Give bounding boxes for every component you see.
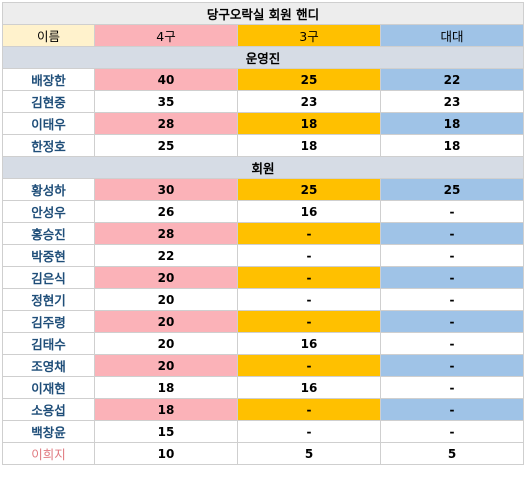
- table-row: 소용섭 18- -: [2, 398, 525, 421]
- handicap-daedae[interactable]: 18: [379, 134, 525, 157]
- handicap-3gu[interactable]: -: [237, 222, 381, 245]
- table-row: 조영채 20- -: [2, 354, 525, 377]
- handicap-4gu[interactable]: 15: [94, 420, 238, 443]
- handicap-daedae[interactable]: -: [379, 420, 525, 443]
- handicap-4gu[interactable]: 18: [94, 376, 238, 399]
- handicap-daedae[interactable]: -: [379, 376, 525, 399]
- handicap-3gu[interactable]: -: [237, 420, 381, 443]
- member-name[interactable]: 안성우: [2, 200, 95, 223]
- table-row: 김은식 20- -: [2, 266, 525, 289]
- handicap-3gu[interactable]: 16: [237, 200, 381, 223]
- handicap-3gu[interactable]: 16: [237, 376, 381, 399]
- handicap-3gu[interactable]: -: [237, 266, 381, 289]
- handicap-4gu[interactable]: 18: [94, 398, 238, 421]
- table-row: 이태우 28 18 18: [2, 112, 525, 135]
- member-name[interactable]: 박중현: [2, 244, 95, 267]
- handicap-4gu[interactable]: 30: [94, 178, 238, 201]
- member-name[interactable]: 홍승진: [2, 222, 95, 245]
- member-name[interactable]: 조영채: [2, 354, 95, 377]
- header-daedae[interactable]: 대대: [379, 24, 525, 47]
- handicap-daedae[interactable]: 18: [379, 112, 525, 135]
- handicap-3gu[interactable]: -: [237, 288, 381, 311]
- handicap-3gu[interactable]: 16: [237, 332, 381, 355]
- member-name[interactable]: 소용섭: [2, 398, 95, 421]
- handicap-daedae[interactable]: 23: [379, 90, 525, 113]
- handicap-4gu[interactable]: 20: [94, 332, 238, 355]
- handicap-3gu[interactable]: 18: [237, 134, 381, 157]
- handicap-daedae[interactable]: -: [379, 332, 525, 355]
- handicap-daedae[interactable]: -: [379, 310, 525, 333]
- member-name[interactable]: 정현기: [2, 288, 95, 311]
- handicap-daedae[interactable]: -: [379, 200, 525, 223]
- handicap-daedae[interactable]: -: [379, 222, 525, 245]
- member-name[interactable]: 김은식: [2, 266, 95, 289]
- handicap-3gu[interactable]: -: [237, 310, 381, 333]
- member-name[interactable]: 이희지: [2, 442, 95, 465]
- handicap-daedae[interactable]: 5: [379, 442, 525, 465]
- handicap-3gu[interactable]: 25: [237, 68, 381, 91]
- table-row: 황성하 30 25 25: [2, 178, 525, 201]
- section-row: 운영진: [1, 46, 525, 69]
- handicap-table: 당구오락실 회원 핸디 이름 4구 3구 대대 운영진 배장한 40 25 22 김현중 3…: [1, 2, 525, 465]
- table-row: 박중현 22- -: [2, 244, 525, 267]
- handicap-4gu[interactable]: 28: [94, 222, 238, 245]
- handicap-4gu[interactable]: 28: [94, 112, 238, 135]
- table-row: 안성우 26 16-: [2, 200, 525, 223]
- handicap-3gu[interactable]: 25: [237, 178, 381, 201]
- table-row: 배장한 40 25 22: [2, 68, 525, 91]
- handicap-4gu[interactable]: 10: [94, 442, 238, 465]
- table-row: 이희지 10 5 5: [2, 442, 525, 465]
- handicap-4gu[interactable]: 22: [94, 244, 238, 267]
- handicap-4gu[interactable]: 20: [94, 310, 238, 333]
- handicap-4gu[interactable]: 20: [94, 266, 238, 289]
- header-4gu[interactable]: 4구: [94, 24, 238, 47]
- handicap-daedae[interactable]: -: [379, 288, 525, 311]
- member-name[interactable]: 김태수: [2, 332, 95, 355]
- section-label[interactable]: 회원: [1, 156, 525, 179]
- table-row: 김주령 20- -: [2, 310, 525, 333]
- section-label[interactable]: 운영진: [1, 46, 525, 69]
- sheet-title[interactable]: 당구오락실 회원 핸디: [1, 2, 525, 25]
- member-name[interactable]: 김현중: [2, 90, 95, 113]
- header-name[interactable]: 이름: [2, 24, 95, 47]
- handicap-daedae[interactable]: -: [379, 398, 525, 421]
- title-row: 당구오락실 회원 핸디: [1, 2, 525, 25]
- member-name[interactable]: 김주령: [2, 310, 95, 333]
- member-name[interactable]: 백창윤: [2, 420, 95, 443]
- table-body: 당구오락실 회원 핸디 이름 4구 3구 대대 운영진 배장한 40 25 22 김현중 3…: [1, 2, 525, 465]
- section-row: 회원: [1, 156, 525, 179]
- handicap-daedae[interactable]: -: [379, 354, 525, 377]
- member-name[interactable]: 한정호: [2, 134, 95, 157]
- handicap-3gu[interactable]: -: [237, 244, 381, 267]
- table-row: 김현중 35 23 23: [2, 90, 525, 113]
- header-3gu[interactable]: 3구: [237, 24, 381, 47]
- handicap-3gu[interactable]: 18: [237, 112, 381, 135]
- member-name[interactable]: 황성하: [2, 178, 95, 201]
- table-row: 한정호 25 18 18: [2, 134, 525, 157]
- table-row: 홍승진 28- -: [2, 222, 525, 245]
- member-name[interactable]: 이태우: [2, 112, 95, 135]
- handicap-sheet: 당구오락실 회원 핸디 이름 4구 3구 대대 운영진 배장한 40 25 22 김현중 3…: [1, 2, 525, 465]
- handicap-3gu[interactable]: -: [237, 398, 381, 421]
- table-row: 정현기 20- -: [2, 288, 525, 311]
- handicap-daedae[interactable]: 25: [379, 178, 525, 201]
- header-row: 이름 4구 3구 대대: [2, 24, 525, 47]
- handicap-3gu[interactable]: -: [237, 354, 381, 377]
- handicap-4gu[interactable]: 35: [94, 90, 238, 113]
- member-name[interactable]: 배장한: [2, 68, 95, 91]
- handicap-4gu[interactable]: 40: [94, 68, 238, 91]
- handicap-daedae[interactable]: -: [379, 244, 525, 267]
- handicap-daedae[interactable]: -: [379, 266, 525, 289]
- table-row: 이재현 18 16-: [2, 376, 525, 399]
- member-name[interactable]: 이재현: [2, 376, 95, 399]
- table-row: 김태수 20 16-: [2, 332, 525, 355]
- handicap-daedae[interactable]: 22: [379, 68, 525, 91]
- table-row: 백창윤 15- -: [2, 420, 525, 443]
- handicap-3gu[interactable]: 5: [237, 442, 381, 465]
- handicap-4gu[interactable]: 26: [94, 200, 238, 223]
- handicap-3gu[interactable]: 23: [237, 90, 381, 113]
- handicap-4gu[interactable]: 20: [94, 354, 238, 377]
- handicap-4gu[interactable]: 25: [94, 134, 238, 157]
- handicap-4gu[interactable]: 20: [94, 288, 238, 311]
